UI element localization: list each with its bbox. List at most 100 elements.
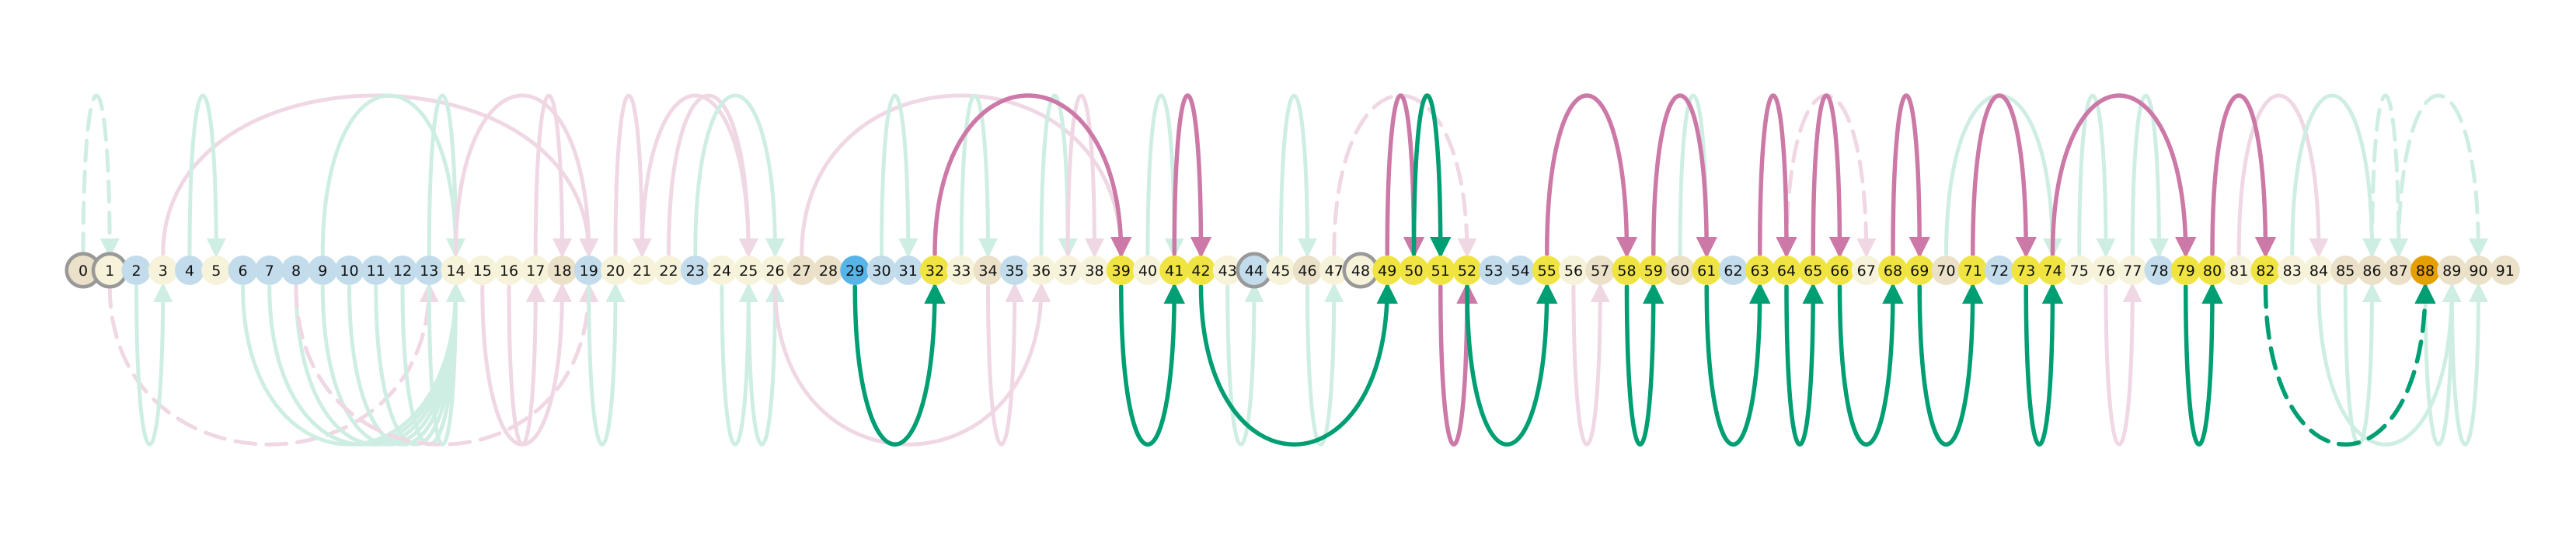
node-label-6: 6 — [238, 263, 247, 280]
node-circle-19 — [573, 256, 604, 285]
node-label-83: 83 — [2283, 263, 2302, 280]
node-37: 37 — [1053, 256, 1083, 285]
edge-43-44 — [1225, 283, 1264, 447]
node-label-46: 46 — [1298, 263, 1316, 280]
node-54: 54 — [1505, 256, 1535, 285]
edge-42-49 — [1198, 282, 1398, 447]
node-label-34: 34 — [978, 263, 997, 280]
node-label-91: 91 — [2496, 263, 2515, 280]
node-circle-4 — [175, 256, 204, 285]
edge-66-68 — [1837, 282, 1904, 447]
node-circle-49 — [1372, 256, 1403, 285]
node-15: 15 — [467, 256, 497, 285]
nodes-layer: 0 1 2 3 4 5 6 7 8 9 10 11 12 13 14 15 16 17 18 19 20 21 22 23 24… — [64, 252, 2520, 289]
node-circle-66 — [1825, 256, 1855, 285]
strong-edges-layer — [852, 93, 2436, 447]
edge-16-17 — [507, 283, 546, 447]
node-55: 55 — [1532, 256, 1562, 285]
node-circle-51 — [1425, 256, 1455, 285]
node-label-13: 13 — [420, 263, 438, 280]
node-label-26: 26 — [765, 263, 784, 280]
node-circle-53 — [1479, 256, 1509, 285]
node-circle-83 — [2277, 256, 2307, 285]
node-label-29: 29 — [845, 263, 864, 280]
node-50: 50 — [1399, 256, 1429, 285]
node-label-24: 24 — [713, 263, 731, 280]
node-22: 22 — [654, 256, 684, 285]
node-86: 86 — [2357, 256, 2387, 285]
node-circle-16 — [494, 256, 524, 285]
node-label-0: 0 — [78, 263, 88, 280]
node-circle-36 — [1027, 256, 1056, 285]
node-71: 71 — [1957, 256, 1988, 285]
node-circle-56 — [1559, 256, 1588, 285]
node-circle-0 — [68, 256, 98, 285]
node-51: 51 — [1425, 256, 1455, 285]
edge-13-14 — [427, 283, 465, 447]
node-circle-39 — [1106, 256, 1136, 285]
edge-70-74 — [1944, 93, 2062, 258]
node-label-89: 89 — [2442, 263, 2461, 280]
node-label-72: 72 — [1990, 263, 2009, 280]
node-label-40: 40 — [1138, 263, 1157, 280]
node-58: 58 — [1612, 256, 1642, 285]
node-label-71: 71 — [1964, 263, 1982, 280]
node-label-75: 75 — [2070, 263, 2089, 280]
edge-2-3 — [134, 283, 173, 447]
node-label-23: 23 — [686, 263, 705, 280]
node-label-85: 85 — [2336, 263, 2355, 280]
node-65: 65 — [1798, 256, 1828, 285]
node-61: 61 — [1692, 256, 1722, 285]
node-circle-29 — [840, 256, 870, 285]
node-26: 26 — [760, 256, 790, 285]
node-20: 20 — [601, 256, 630, 285]
node-circle-26 — [760, 256, 790, 285]
node-57: 57 — [1585, 256, 1616, 285]
edge-55-58 — [1545, 93, 1638, 259]
node-label-10: 10 — [340, 263, 358, 280]
node-73: 73 — [2011, 256, 2041, 285]
node-88: 88 — [2410, 256, 2440, 285]
node-circle-3 — [148, 256, 178, 285]
node-90: 90 — [2463, 256, 2494, 285]
node-label-51: 51 — [1431, 263, 1450, 280]
node-label-59: 59 — [1644, 263, 1663, 280]
node-label-53: 53 — [1484, 263, 1503, 280]
node-85: 85 — [2330, 256, 2361, 285]
edge-27-39 — [800, 93, 1131, 258]
node-87: 87 — [2383, 256, 2414, 285]
edge-41-42 — [1172, 93, 1212, 259]
node-68: 68 — [1878, 256, 1908, 285]
node-label-38: 38 — [1085, 263, 1103, 280]
node-circle-13 — [414, 256, 444, 285]
edge-29-32 — [852, 282, 946, 447]
edge-88-89 — [2423, 283, 2462, 447]
edge-51-52 — [1438, 282, 1478, 447]
edge-37-38 — [1065, 93, 1104, 258]
edge-63-64 — [1758, 93, 1797, 259]
edge-24-25 — [720, 283, 758, 447]
node-circle-72 — [1985, 256, 2014, 285]
node-77: 77 — [2118, 256, 2148, 285]
node-60: 60 — [1665, 256, 1695, 285]
node-circle-30 — [866, 256, 897, 285]
node-36: 36 — [1027, 256, 1056, 285]
node-69: 69 — [1905, 256, 1935, 285]
node-label-3: 3 — [159, 263, 168, 280]
edge-84-89 — [2316, 283, 2462, 447]
edge-52-55 — [1465, 282, 1558, 447]
edge-19-20 — [587, 283, 626, 447]
node-label-32: 32 — [925, 263, 944, 280]
node-circle-37 — [1053, 256, 1083, 285]
node-76: 76 — [2091, 256, 2121, 285]
node-circle-32 — [920, 256, 950, 285]
node-label-8: 8 — [291, 263, 301, 280]
node-circle-81 — [2224, 256, 2254, 285]
node-circle-63 — [1745, 256, 1775, 285]
edge-74-79 — [2050, 93, 2197, 259]
node-78: 78 — [2144, 256, 2174, 285]
node-81: 81 — [2224, 256, 2254, 285]
node-label-50: 50 — [1404, 263, 1423, 280]
node-circle-31 — [893, 256, 923, 285]
edge-4-5 — [187, 93, 226, 258]
